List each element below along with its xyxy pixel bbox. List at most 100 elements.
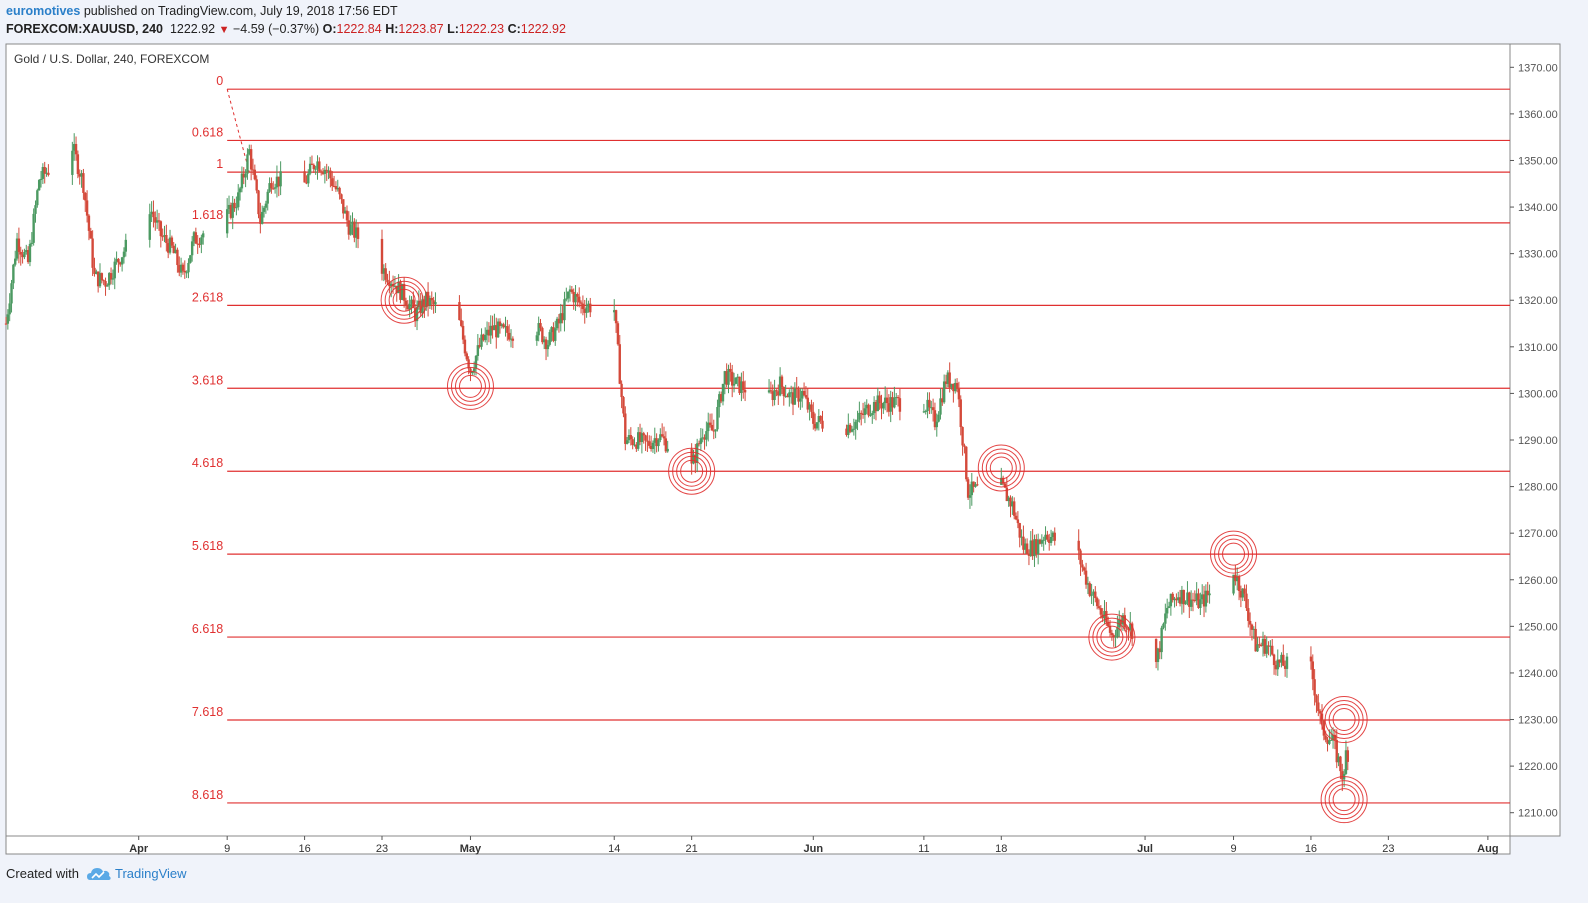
published-text: published on TradingView.com, July 19, 2…	[83, 4, 398, 18]
time-axis: Apr 9 16 23 May 14 21 Jun 11 18 Jul 9 16 23 Aug	[129, 836, 1499, 855]
candle-body-367	[946, 372, 950, 384]
candle-body-135	[342, 199, 345, 214]
candle-body-220	[565, 298, 568, 300]
down-arrow-icon: ▼	[218, 24, 230, 36]
candle-body-93	[242, 173, 245, 178]
candle-body-411	[1049, 537, 1053, 543]
candle-body-358	[930, 407, 933, 409]
candle-body-95	[246, 154, 249, 174]
candle-body-99	[253, 169, 257, 180]
x-tick-label-7: Jun	[804, 843, 824, 855]
candle-body-272	[705, 431, 708, 440]
candle-body-332	[860, 412, 863, 414]
chart-plot-area	[5, 43, 1511, 837]
candle-body-323	[821, 420, 824, 429]
open-label: O:	[322, 22, 337, 36]
candle-body-481	[1245, 593, 1248, 609]
candle-body-469	[1200, 594, 1204, 600]
candle-body-90	[237, 192, 240, 208]
candle-body-509	[1318, 711, 1322, 714]
candle-body-149	[390, 283, 393, 287]
marker-ring-0-2	[388, 284, 420, 316]
candle-body-506	[1313, 679, 1316, 696]
candle-body-38	[96, 271, 100, 287]
fib-label-3: 1.618	[192, 208, 223, 222]
candle-body-202	[509, 338, 513, 340]
candle-body-491	[1263, 638, 1267, 654]
price-chart[interactable]: Gold / U.S. Dollar, 240, FOREXCOM 0 0.618…	[0, 38, 1588, 860]
candle-body-50	[119, 262, 122, 265]
candle-body-237	[618, 344, 621, 384]
candle-body-409	[1046, 534, 1049, 540]
candle-body-250	[642, 433, 645, 436]
candle-body-281	[721, 383, 725, 402]
candle-body-444	[1154, 638, 1158, 663]
author-link[interactable]: euromotives	[6, 4, 81, 18]
candle-body-71	[179, 264, 183, 273]
high-value: 1223.87	[398, 22, 444, 36]
candle-body-423	[1094, 591, 1097, 599]
candle-body-180	[469, 368, 472, 374]
candle-body-9	[21, 254, 24, 258]
candle-body-70	[178, 265, 181, 273]
candle-body-391	[1012, 501, 1016, 516]
created-with-text: Created with	[6, 866, 79, 881]
candle-body-72	[181, 264, 185, 271]
fib-label-2: 1	[216, 157, 223, 171]
tradingview-link[interactable]: TradingView	[86, 866, 187, 881]
candle-body-54	[148, 214, 151, 240]
candle-body-69	[176, 249, 179, 266]
candle-body-144	[380, 238, 384, 274]
candle-body-284	[727, 368, 730, 385]
candle-body-471	[1204, 590, 1208, 607]
y-tick-label-1: 1220.00	[1518, 761, 1558, 773]
candle-body-497	[1274, 665, 1278, 670]
candle-body-295	[769, 390, 773, 392]
candle-body-162	[413, 308, 417, 322]
candle-body-379	[968, 495, 972, 498]
candle-body-101	[257, 190, 260, 215]
candle-body-19	[39, 178, 43, 181]
candle-body-159	[408, 303, 411, 310]
candle-body-355	[924, 411, 927, 413]
candle-body-132	[336, 187, 339, 190]
target-marker-4	[1088, 613, 1136, 661]
y-tick-label-6: 1270.00	[1518, 528, 1558, 540]
candle-body-519	[1337, 756, 1340, 763]
candle-body-498	[1276, 659, 1279, 670]
candle-body-421	[1090, 594, 1093, 596]
candle-body-354	[922, 411, 926, 413]
candle-body-364	[941, 398, 944, 403]
candle-body-347	[887, 403, 891, 412]
close-value: 1222.92	[520, 22, 566, 36]
candle-body-490	[1261, 638, 1265, 646]
y-tick-label-0: 1210.00	[1518, 808, 1558, 820]
candle-body-470	[1202, 594, 1206, 607]
candle-body-337	[869, 414, 872, 416]
candle-body-115	[305, 182, 308, 184]
y-tick-label-12: 1330.00	[1518, 249, 1558, 261]
candle-body-303	[784, 395, 787, 397]
fib-levels: 0 0.618 1 1.618 2.618 3.618 4.618 5.618 6.618 7.6…	[192, 74, 1510, 804]
marker-ring-1-0	[446, 362, 494, 410]
candle-body-258	[657, 440, 660, 447]
y-tick-label-7: 1280.00	[1518, 482, 1558, 494]
candle-body-140	[351, 221, 354, 225]
candle-body-199	[504, 326, 507, 328]
x-tick-label-11: 9	[1230, 843, 1236, 855]
candle-body-253	[648, 441, 651, 446]
marker-ring-4-2	[1096, 621, 1128, 653]
y-tick-label-14: 1350.00	[1518, 155, 1558, 167]
candle-body-268	[697, 443, 701, 445]
candle-body-245	[633, 444, 636, 446]
candle-body-366	[944, 381, 948, 384]
candle-body-87	[231, 202, 234, 218]
candle-body-53	[124, 239, 128, 252]
candle-body-182	[472, 368, 476, 372]
candle-body-91	[238, 188, 242, 193]
candle-body-311	[799, 398, 802, 402]
candle-body-257	[655, 438, 658, 447]
candle-body-437	[1119, 619, 1123, 625]
candle-body-6	[15, 238, 19, 259]
candle-body-186	[480, 334, 483, 347]
